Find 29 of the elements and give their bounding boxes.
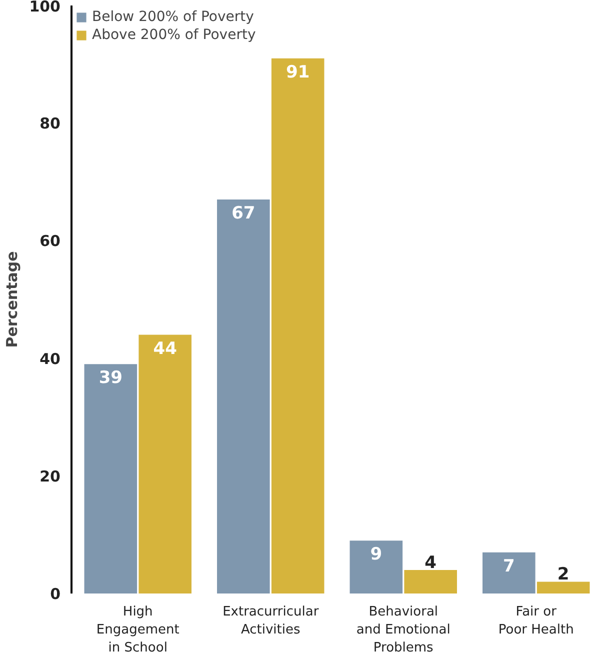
y-tick-label: 20 [40,467,60,486]
data-label: 4 [424,552,437,573]
bar [536,582,590,594]
data-label: 44 [153,338,178,359]
data-label: 2 [557,564,570,585]
data-label: 39 [98,368,123,388]
bar [404,570,457,594]
data-label: 67 [232,204,256,224]
data-label: 9 [370,544,382,565]
x-tick-label: Behavioral and Emotional Problems [356,604,450,656]
y-tick-label: 60 [40,232,60,250]
legend-label: Below 200% of Poverty [92,9,254,25]
y-tick-label: 100 [29,0,60,16]
bar [217,200,270,594]
bar [482,552,536,594]
bar [271,58,324,594]
x-tick-label: Extracurricular Activities [222,604,320,638]
x-tick-label: Fair or Poor Health [498,604,574,638]
y-axis-title: Percentage [3,251,22,348]
y-tick-label: 40 [40,350,60,368]
bar [350,540,403,594]
bar [84,364,138,594]
data-label: 7 [502,556,515,576]
y-tick-label: 0 [50,585,60,603]
legend-label: Above 200% of Poverty [92,27,256,43]
data-label: 91 [286,62,310,82]
y-tick-label: 80 [40,114,60,133]
x-tick-label: High Engagement in School [96,604,180,656]
bar [138,334,192,594]
